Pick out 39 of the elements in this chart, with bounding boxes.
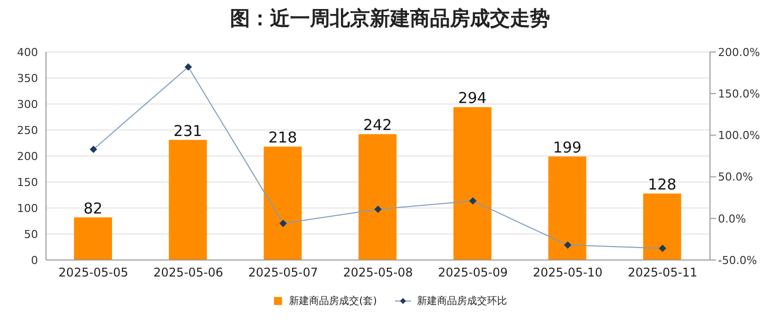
- x-tick-label: 2025-05-10: [532, 266, 603, 280]
- y2-tick-label: 200.0%: [718, 46, 760, 59]
- data-label: 218: [268, 128, 298, 147]
- y-tick-label: 250: [17, 124, 38, 137]
- y-tick-label: 400: [17, 46, 38, 59]
- y-tick-label: 100: [17, 202, 38, 215]
- y2-tick-label: 150.0%: [718, 88, 760, 101]
- y2-tick-label: 100.0%: [718, 129, 760, 142]
- y-tick-label: 50: [24, 228, 38, 241]
- chart-title: 图：近一周北京新建商品房成交走势: [229, 5, 551, 32]
- bar: [168, 140, 207, 260]
- data-label: 242: [363, 116, 392, 134]
- y2-tick-label: 50.0%: [718, 170, 753, 184]
- data-label: 128: [648, 175, 676, 194]
- x-tick-label: 2025-05-07: [248, 266, 318, 280]
- legend-label: 新建商品房成交环比: [416, 294, 507, 308]
- x-tick-label: 2025-05-11: [628, 266, 698, 280]
- legend-label: 新建商品房成交(套): [289, 294, 377, 308]
- x-tick-label: 2025-05-06: [153, 266, 224, 280]
- y2-tick-label: -50.0%: [718, 254, 757, 267]
- bar: [548, 156, 586, 260]
- y-tick-label: 0: [31, 254, 38, 267]
- x-tick-label: 2025-05-05: [58, 266, 128, 280]
- bar: [264, 146, 302, 260]
- y2-tick-label: 0.0%: [718, 212, 746, 226]
- x-tick-label: 2025-05-09: [438, 266, 508, 280]
- data-label: 294: [458, 89, 487, 108]
- data-label: 199: [552, 138, 582, 157]
- data-label: 82: [83, 199, 103, 218]
- y-tick-label: 300: [17, 98, 38, 111]
- bar: [74, 217, 112, 260]
- y-tick-label: 350: [17, 72, 38, 85]
- bar: [453, 107, 492, 260]
- data-label: 231: [174, 122, 202, 140]
- bar: [643, 193, 682, 260]
- bar: [358, 134, 397, 260]
- y-tick-label: 200: [17, 150, 38, 163]
- y-tick-label: 150: [17, 176, 38, 189]
- x-tick-label: 2025-05-08: [343, 266, 413, 280]
